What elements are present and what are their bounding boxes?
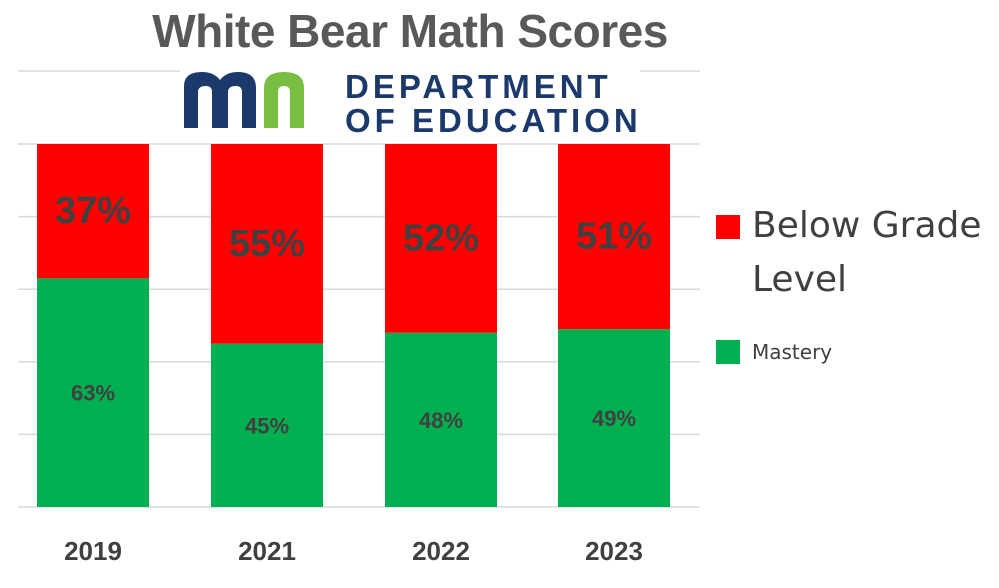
data-label-mastery-2023: 49% xyxy=(592,406,636,431)
data-label-below-2019: 37% xyxy=(55,190,131,232)
logo-text-department: DEPARTMENT xyxy=(345,68,612,105)
logo-text-of-education: OF EDUCATION xyxy=(345,102,642,139)
mn-department-of-education-logo: DEPARTMENT OF EDUCATION xyxy=(180,66,640,139)
legend-label-below-line1: Below Grade xyxy=(752,205,982,246)
data-labels: 63% 37% 45% 55% 48% 52% 49% 51% xyxy=(55,190,652,438)
data-label-mastery-2021: 45% xyxy=(245,413,289,438)
legend-swatch-mastery xyxy=(716,340,740,364)
bar-mastery-2023 xyxy=(558,329,670,507)
x-tick-label-2019: 2019 xyxy=(64,536,122,566)
bar-mastery-2019 xyxy=(37,278,149,507)
x-tick-label-2021: 2021 xyxy=(238,536,296,566)
bar-mastery-2022 xyxy=(385,332,497,507)
x-tick-label-2022: 2022 xyxy=(412,536,470,566)
data-label-mastery-2022: 48% xyxy=(419,408,463,433)
bars xyxy=(37,144,670,507)
bar-below-2022 xyxy=(385,144,497,333)
bar-below-2019 xyxy=(37,144,149,279)
mn-logo-icon xyxy=(184,72,304,128)
bar-below-2023 xyxy=(558,144,670,330)
legend-label-below-line2: Level xyxy=(752,259,848,300)
legend-label-mastery: Mastery xyxy=(752,340,833,364)
data-label-mastery-2019: 63% xyxy=(71,381,115,406)
data-label-below-2022: 52% xyxy=(403,217,479,259)
bar-below-2021 xyxy=(211,144,323,344)
x-tick-label-2023: 2023 xyxy=(585,536,643,566)
chart-title: White Bear Math Scores xyxy=(152,5,668,57)
data-label-below-2023: 51% xyxy=(576,216,652,258)
bar-mastery-2021 xyxy=(211,343,323,507)
x-tick-labels: 2019 2021 2022 2023 xyxy=(64,536,643,566)
legend: Below Grade Level Mastery xyxy=(716,205,996,385)
data-label-below-2021: 55% xyxy=(229,223,305,265)
legend-swatch-below xyxy=(716,215,740,239)
